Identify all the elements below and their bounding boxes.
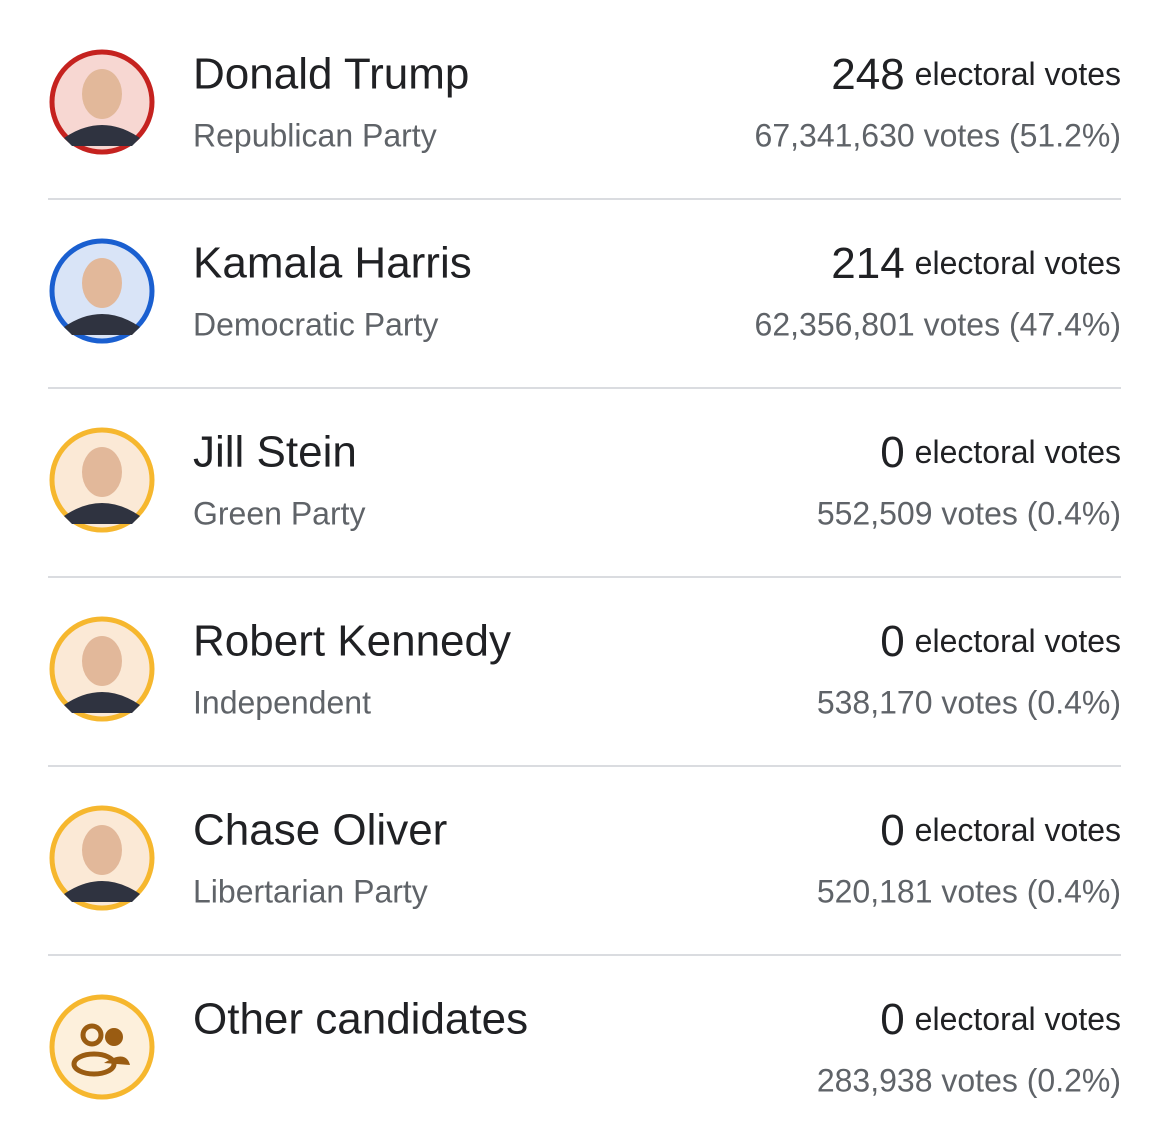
electoral-line: 0 electoral votes (880, 428, 1121, 477)
candidate-name: Chase Oliver (193, 806, 447, 855)
candidate-row[interactable]: Donald Trump Republican Party 248 electoral… (49, 49, 1121, 155)
popular-votes: 520,181 votes (0.4%) (817, 873, 1121, 909)
electoral-label: electoral votes (915, 56, 1121, 92)
candidate-row[interactable]: Kamala Harris Democratic Party 214 electora… (49, 238, 1121, 344)
avatar-head (82, 69, 122, 119)
avatar-shoulders (64, 692, 140, 713)
icon-body (71, 1051, 117, 1077)
avatar-shoulders (64, 503, 140, 524)
avatar-head (82, 447, 122, 497)
popular-votes: 62,356,801 votes (47.4%) (755, 306, 1121, 342)
electoral-label: electoral votes (915, 623, 1121, 659)
electoral-count: 214 (831, 239, 904, 288)
avatar-shoulders (64, 881, 140, 902)
avatar-shoulders (64, 314, 140, 335)
candidate-name: Other candidates (193, 995, 528, 1044)
electoral-label: electoral votes (915, 434, 1121, 470)
candidate-row[interactable]: Other candidates 0 electoral votes 283,938 … (49, 994, 1121, 1100)
avatar-shoulders (64, 125, 140, 146)
candidate-name: Robert Kennedy (193, 617, 511, 666)
electoral-count: 0 (880, 995, 904, 1044)
candidate-name: Donald Trump (193, 50, 469, 99)
party-name: Democratic Party (193, 306, 438, 342)
popular-votes: 552,509 votes (0.4%) (817, 495, 1121, 531)
party-name: Green Party (193, 495, 366, 531)
popular-votes: 283,938 votes (0.2%) (817, 1062, 1121, 1098)
icon-person (105, 1028, 123, 1046)
electoral-line: 0 electoral votes (880, 617, 1121, 666)
electoral-count: 0 (880, 617, 904, 666)
icon-body (104, 1056, 130, 1065)
electoral-count: 248 (831, 50, 904, 99)
party-name: Republican Party (193, 117, 437, 153)
party-name: Libertarian Party (193, 873, 428, 909)
avatar-head (82, 825, 122, 875)
avatar-background (49, 994, 155, 1100)
electoral-line: 214 electoral votes (831, 239, 1121, 288)
avatar-head (82, 258, 122, 308)
electoral-line: 0 electoral votes (880, 806, 1121, 855)
electoral-label: electoral votes (915, 1001, 1121, 1037)
candidate-name: Jill Stein (193, 428, 357, 477)
candidate-name: Kamala Harris (193, 239, 472, 288)
electoral-count: 0 (880, 806, 904, 855)
electoral-line: 248 electoral votes (831, 50, 1121, 99)
electoral-line: 0 electoral votes (880, 995, 1121, 1044)
candidate-row[interactable]: Chase Oliver Libertarian Party 0 electoral … (49, 805, 1121, 911)
avatar-head (82, 636, 122, 686)
popular-votes: 67,341,630 votes (51.2%) (755, 117, 1121, 153)
electoral-label: electoral votes (915, 245, 1121, 281)
electoral-count: 0 (880, 428, 904, 477)
electoral-label: electoral votes (915, 812, 1121, 848)
icon-person (80, 1023, 104, 1047)
candidate-row[interactable]: Robert Kennedy Independent 0 electoral vote… (49, 616, 1121, 722)
candidate-row[interactable]: Jill Stein Green Party 0 electoral votes 552… (49, 427, 1121, 533)
party-name: Independent (193, 684, 371, 720)
popular-votes: 538,170 votes (0.4%) (817, 684, 1121, 720)
